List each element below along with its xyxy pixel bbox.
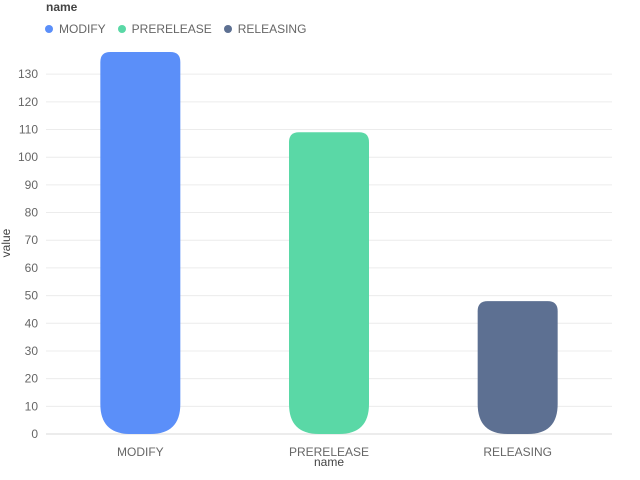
y-tick-label: 40	[25, 316, 39, 330]
y-tick-label: 20	[25, 372, 39, 386]
y-tick-label: 0	[31, 427, 38, 441]
legend-item-modify[interactable]: MODIFY	[45, 22, 106, 36]
x-tick-label: MODIFY	[117, 445, 164, 459]
legend-dot-prerelease	[117, 25, 126, 33]
y-tick-label: 130	[18, 67, 38, 81]
y-tick-label: 10	[25, 399, 39, 413]
legend-item-releasing[interactable]: RELEASING	[223, 22, 307, 36]
legend-title: name	[46, 0, 78, 14]
bar-releasing	[477, 301, 558, 434]
legend-label-prerelease: PRERELEASE	[131, 22, 212, 36]
x-tick-label: PRERELEASE	[289, 445, 369, 459]
bar-modify	[100, 52, 181, 434]
legend-dot-modify	[45, 25, 53, 33]
y-tick-label: 100	[18, 150, 38, 164]
bar-prerelease	[289, 132, 369, 434]
y-tick-label: 110	[19, 123, 38, 137]
legend-label-releasing: RELEASING	[237, 22, 307, 36]
x-tick-label: RELEASING	[483, 445, 552, 459]
x-axis-label: name	[314, 455, 344, 469]
y-tick-label: 50	[25, 289, 39, 303]
legend-label-modify: MODIFY	[59, 22, 106, 36]
y-axis-label: value	[0, 228, 13, 257]
y-tick-label: 60	[25, 261, 39, 275]
legend-dot-releasing	[223, 25, 232, 33]
y-tick-label: 120	[18, 95, 38, 109]
y-tick-label: 90	[25, 178, 39, 192]
legend-item-prerelease[interactable]: PRERELEASE	[117, 22, 212, 36]
y-tick-label: 80	[25, 206, 39, 220]
legend: MODIFY PRERELEASE RELEASING	[45, 22, 306, 36]
y-tick-label: 70	[25, 233, 39, 247]
y-tick-label: 30	[25, 344, 39, 358]
